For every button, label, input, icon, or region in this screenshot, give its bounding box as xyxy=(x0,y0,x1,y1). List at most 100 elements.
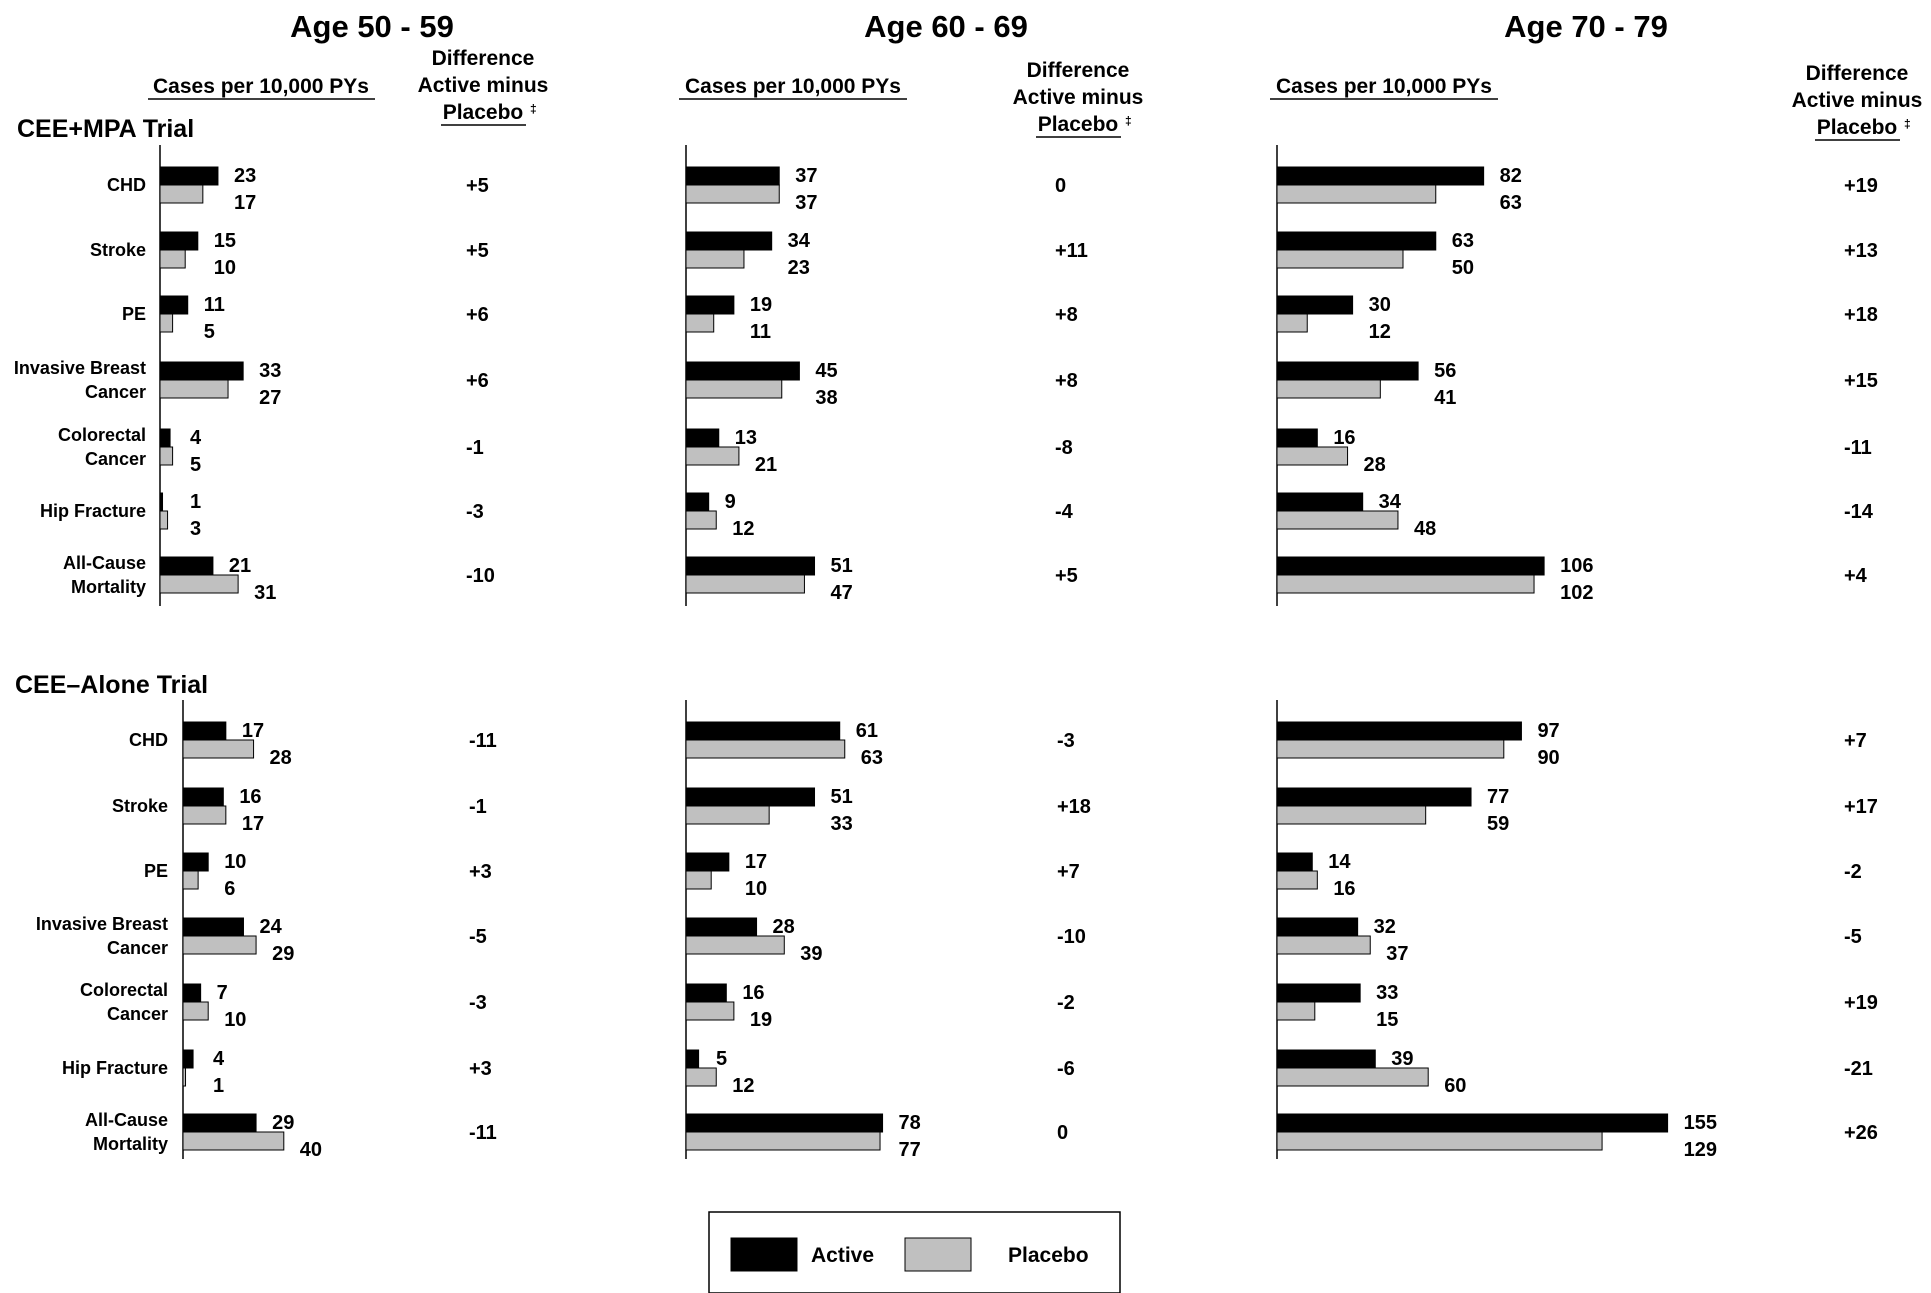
bar-placebo xyxy=(182,805,227,825)
difference-header-60-69: Difference Active minus Placebo ‡ xyxy=(1013,59,1143,138)
category-label: Colorectal xyxy=(58,425,146,445)
value-label-placebo: 15 xyxy=(1376,1009,1398,1031)
value-label-placebo: 5 xyxy=(190,454,201,476)
bar-active xyxy=(1276,556,1545,576)
bar-active xyxy=(685,428,720,448)
bar-active xyxy=(182,852,209,872)
value-label-active: 17 xyxy=(745,851,767,873)
legend-placebo-swatch xyxy=(904,1237,972,1272)
value-label-active: 24 xyxy=(259,916,282,938)
bar-placebo xyxy=(182,870,199,890)
value-label-active: 32 xyxy=(1374,916,1396,938)
bar-active xyxy=(1276,1113,1669,1133)
value-label-placebo: 47 xyxy=(831,582,853,604)
value-label-active: 63 xyxy=(1452,230,1474,252)
value-label-active: 5 xyxy=(716,1048,727,1070)
bar-active xyxy=(1276,917,1359,937)
bar-placebo xyxy=(1276,249,1404,269)
value-label-placebo: 48 xyxy=(1414,518,1436,540)
value-label-active: 78 xyxy=(899,1112,921,1134)
difference-header-line: Difference xyxy=(432,47,535,70)
difference-header-line: Placebo xyxy=(1038,113,1119,136)
bar-placebo xyxy=(1276,739,1505,759)
value-label-active: 33 xyxy=(259,360,281,382)
difference-value: -5 xyxy=(469,926,487,948)
value-label-active: 56 xyxy=(1434,360,1456,382)
value-label-active: 106 xyxy=(1560,555,1593,577)
value-label-active: 30 xyxy=(1369,294,1391,316)
value-label-active: 13 xyxy=(735,427,757,449)
difference-value: +6 xyxy=(466,370,489,392)
value-label-active: 28 xyxy=(773,916,795,938)
value-label-placebo: 50 xyxy=(1452,257,1474,279)
difference-value: +19 xyxy=(1844,992,1878,1014)
difference-header-line: Difference xyxy=(1806,62,1909,85)
dagger-mark: ‡ xyxy=(530,102,537,116)
difference-value: +7 xyxy=(1844,730,1867,752)
value-label-active: 82 xyxy=(1500,165,1522,187)
dagger-mark: ‡ xyxy=(1125,114,1132,128)
difference-value: +3 xyxy=(469,861,492,883)
value-label-placebo: 6 xyxy=(224,878,235,900)
value-label-active: 10 xyxy=(224,851,246,873)
value-label-active: 11 xyxy=(204,294,225,316)
value-label-placebo: 40 xyxy=(300,1139,322,1161)
bar-placebo xyxy=(1276,574,1535,594)
bar-placebo xyxy=(182,739,255,759)
category-label: PE xyxy=(122,304,146,324)
bar-active xyxy=(685,721,841,741)
bar-active xyxy=(685,556,816,576)
bar-placebo xyxy=(1276,1001,1316,1021)
value-label-active: 23 xyxy=(234,165,256,187)
bar-active xyxy=(1276,1049,1376,1069)
difference-value: -1 xyxy=(469,796,487,818)
bar-placebo xyxy=(182,1067,187,1087)
category-label: Mortality xyxy=(93,1134,168,1154)
bar-active xyxy=(685,361,800,381)
value-label-active: 34 xyxy=(1379,491,1402,513)
value-label-placebo: 39 xyxy=(800,943,822,965)
value-label-placebo: 28 xyxy=(270,747,292,769)
value-label-placebo: 10 xyxy=(224,1009,246,1031)
bar-active xyxy=(182,721,227,741)
bar-placebo xyxy=(1276,446,1349,466)
bar-active xyxy=(182,1113,257,1133)
category-label: Colorectal xyxy=(80,980,168,1000)
bar-active xyxy=(685,295,735,315)
value-label-active: 4 xyxy=(190,427,202,449)
difference-value: -11 xyxy=(469,1122,497,1144)
bar-placebo xyxy=(182,935,257,955)
legend-placebo-label: Placebo xyxy=(1008,1244,1089,1267)
value-label-placebo: 10 xyxy=(214,257,236,279)
difference-value: +5 xyxy=(1055,565,1078,587)
value-label-active: 97 xyxy=(1537,720,1559,742)
category-label: CHD xyxy=(107,175,146,195)
value-label-placebo: 1 xyxy=(213,1075,224,1097)
bar-active xyxy=(159,295,189,315)
difference-value: +7 xyxy=(1057,861,1080,883)
value-label-active: 9 xyxy=(725,491,736,513)
value-label-placebo: 59 xyxy=(1487,813,1509,835)
bar-placebo xyxy=(685,574,805,594)
bar-active xyxy=(1276,721,1522,741)
difference-value: -10 xyxy=(1057,926,1086,948)
value-label-active: 17 xyxy=(242,720,264,742)
difference-value: +11 xyxy=(1055,240,1088,262)
category-label: Hip Fracture xyxy=(40,501,146,521)
value-label-placebo: 3 xyxy=(190,518,201,540)
value-label-placebo: 63 xyxy=(861,747,883,769)
bar-placebo xyxy=(685,739,846,759)
chart-marks: CHD Stroke PE Invasive Breast Cancer Colorect… xyxy=(14,145,1878,1161)
value-label-active: 155 xyxy=(1684,1112,1717,1134)
bar-placebo xyxy=(182,1131,285,1151)
value-label-placebo: 5 xyxy=(204,321,215,343)
bar-placebo xyxy=(1276,313,1308,333)
value-label-placebo: 33 xyxy=(831,813,853,835)
bar-active xyxy=(182,917,244,937)
category-label: Stroke xyxy=(112,796,168,816)
value-label-placebo: 10 xyxy=(745,878,767,900)
bar-active xyxy=(1276,428,1318,448)
bar-placebo xyxy=(159,379,229,399)
value-label-active: 21 xyxy=(229,555,251,577)
